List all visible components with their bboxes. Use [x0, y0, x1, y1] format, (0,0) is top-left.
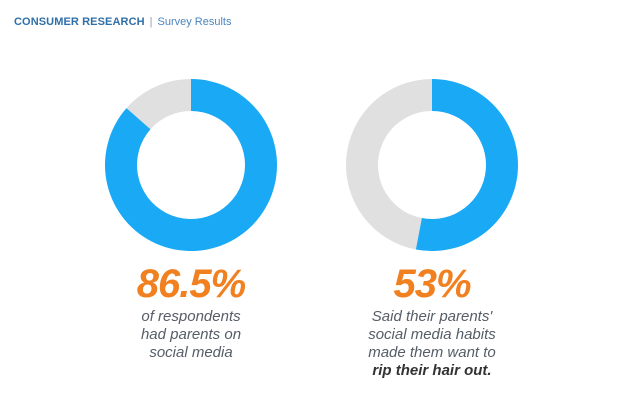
stat-caption-1-line-2: had parents on — [140, 326, 242, 343]
stat-caption-1-line-3: social media — [149, 344, 233, 361]
page-header: CONSUMER RESEARCH | Survey Results — [14, 15, 232, 29]
stat-caption-1-line-1: of respondents — [141, 308, 241, 325]
donut-chart-2 — [337, 70, 527, 260]
stat-caption-2-line-3: made them want to — [368, 344, 496, 361]
stat-caption-2-emphasis: rip their hair out. — [372, 362, 492, 379]
stat-block-2: 53% Said their parents' social media hab… — [322, 262, 542, 380]
donut-1-highlight-slice — [105, 79, 277, 251]
donut-svg-2 — [346, 79, 519, 251]
header-separator: | — [149, 16, 153, 28]
donut-chart-1 — [96, 70, 286, 260]
stat-value-1: 86.5% — [136, 262, 246, 306]
stat-value-2: 53% — [393, 262, 471, 306]
donut-1-remainder-slice — [126, 79, 191, 130]
stat-caption-2-line-1: Said their parents' — [371, 308, 493, 325]
brand-title: CONSUMER RESEARCH — [14, 16, 145, 28]
donut-svg-1 — [105, 79, 277, 251]
donut-2-highlight-slice — [415, 79, 519, 251]
stat-block-1: 86.5% of respondents had parents on soci… — [81, 262, 301, 362]
stat-caption-2-line-2: social media habits — [368, 326, 496, 343]
page-subtitle: Survey Results — [157, 16, 232, 28]
donut-2-remainder-slice — [346, 79, 432, 250]
